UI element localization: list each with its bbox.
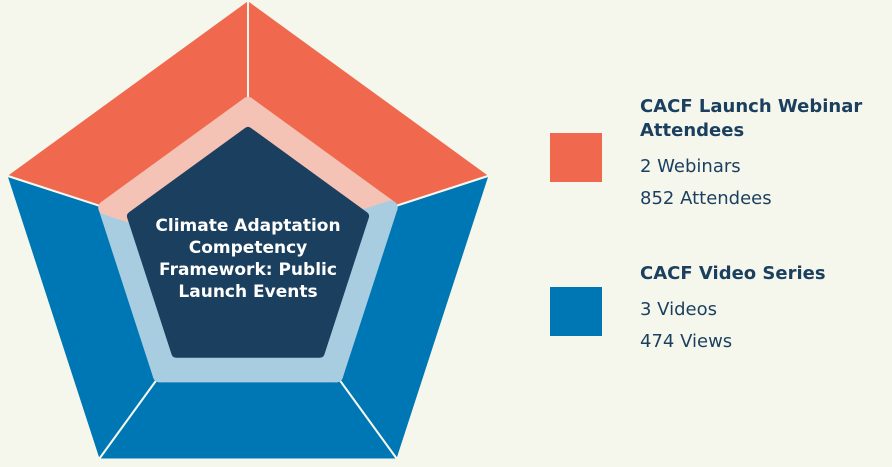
- legend-text: CACF Video Series 3 Videos 474 Views: [640, 262, 892, 358]
- legend-title: CACF Launch Webinar Attendees: [640, 96, 863, 141]
- legend-line: 474 Views: [640, 331, 733, 352]
- legend-title: CACF Video Series: [640, 263, 826, 284]
- center-pentagon: [126, 127, 370, 358]
- legend-line: 852 Attendees: [640, 188, 772, 209]
- legend-text: CACF Launch Webinar Attendees 2 Webinars…: [640, 95, 892, 215]
- legend-line: 2 Webinars: [640, 156, 741, 177]
- center-label: Climate Adaptation: [155, 216, 340, 236]
- swatch-blue: [550, 287, 602, 336]
- center-label: Launch Events: [178, 282, 317, 302]
- center-label: Framework: Public: [159, 260, 337, 280]
- legend-line: 3 Videos: [640, 299, 717, 320]
- swatch-orange: [550, 133, 602, 182]
- center-label: Competency: [189, 238, 308, 258]
